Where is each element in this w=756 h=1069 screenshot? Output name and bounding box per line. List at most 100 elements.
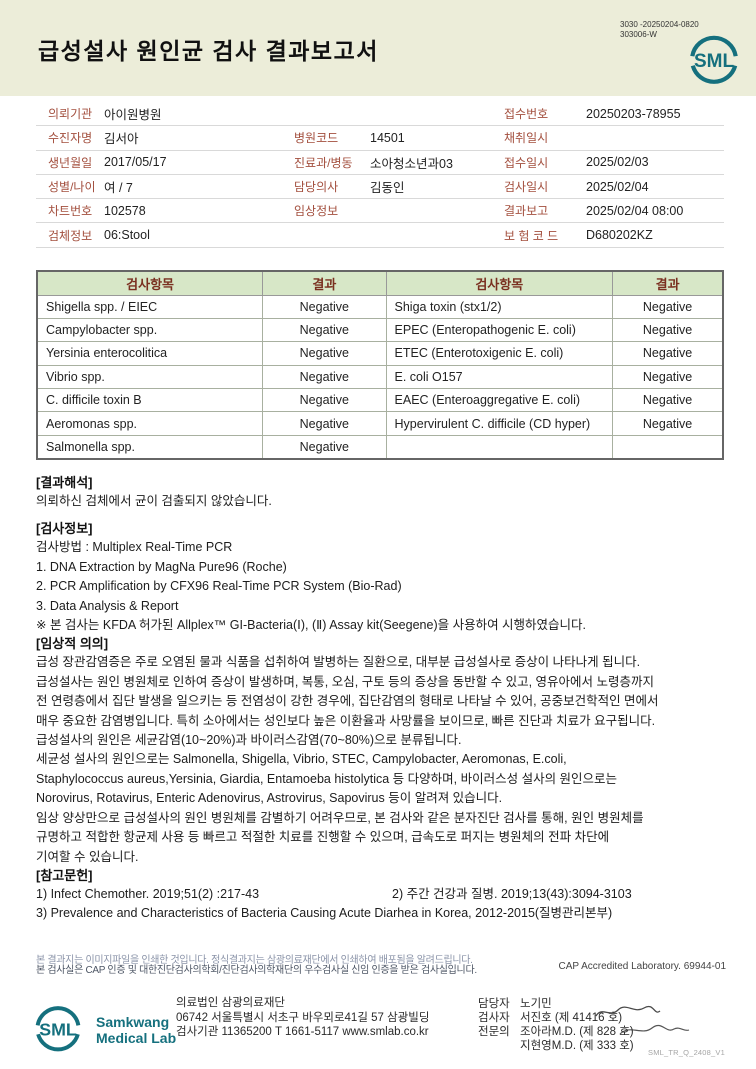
test-item: Shigella spp. / EIEC [36, 294, 264, 319]
result-row: Vibrio spp. Negative E. coli O157 Negative [36, 364, 724, 390]
info-value: 2025/02/04 08:00 [586, 203, 684, 218]
result-row: Campylobacter spp. Negative EPEC (Enteropa… [36, 317, 724, 343]
staff-manager-name: 노기민 [520, 998, 552, 1010]
sml-logo-icon: SML [690, 35, 738, 84]
info-label: 의뢰기관 [48, 107, 93, 122]
test-item: E. coli O157 [385, 364, 614, 390]
info-label: 보 험 코 드 [504, 228, 559, 243]
results-column-header: 결과 [612, 270, 724, 296]
form-code: SML_TR_Q_2408_V1 [648, 1048, 725, 1057]
info-value: 2025/02/03 [586, 155, 649, 170]
text-line: 1. DNA Extraction by MagNa Pure96 (Roche… [36, 559, 287, 574]
sml-footer-logo-icon: SML [35, 1006, 81, 1052]
disclaimer-block: 본 결과지는 이미지파일을 인쇄한 것입니다. 정식결과지는 삼광의료재단에서 … [36, 951, 506, 976]
result-value [612, 434, 724, 460]
patient-info-row: 의뢰기관 아이원병원 접수번호 20250203-78955 [36, 102, 724, 127]
patient-info-row: 수진자명 김서아 병원코드 14501 채취일시 [36, 126, 724, 151]
results-column-header: 결과 [262, 270, 387, 296]
result-value: Negative [262, 434, 387, 460]
info-value: 김서아 [104, 132, 139, 147]
text-line: 전 연령층에서 집단 발생을 일으키는 등 전염성이 강한 경우에, 집단감염의… [36, 694, 659, 709]
results-column-header: 검사항목 [385, 270, 614, 296]
text-line: 급성설사는 원인 병원체로 인하여 증상이 발생하며, 복통, 오심, 구토 등… [36, 674, 654, 689]
test-info-lines: 검사방법 : Multiplex Real-Time PCR 1. DNA Ext… [36, 538, 736, 635]
report-text-sections: [결과해석] 의뢰하신 검체에서 균이 검출되지 않았습니다. [검사정보] 검… [36, 474, 736, 924]
cap-accreditation-text: CAP Accredited Laboratory. 69944-01 [558, 961, 726, 972]
info-value: 14501 [370, 130, 405, 145]
info-label: 생년월일 [48, 155, 93, 170]
result-row: Salmonella spp. Negative [36, 434, 724, 460]
test-item: C. difficile toxin B [36, 388, 264, 413]
info-value: 2025/02/04 [586, 179, 649, 194]
info-label: 임상정보 [294, 204, 339, 219]
result-value: Negative [612, 388, 724, 413]
clinical-heading: [임상적 의의] [36, 636, 109, 652]
staff-specialist-name-1: 조아라M.D. (제 828 호) [520, 1026, 634, 1038]
staff-specialist-label: 전문의 [478, 1026, 510, 1038]
interpretation-heading: [결과해석] [36, 475, 93, 490]
interpretation-text: 의뢰하신 검체에서 균이 검출되지 않았습니다. [36, 494, 272, 508]
test-item: Aeromonas spp. [36, 411, 264, 436]
organization-address: 06742 서울특별시 서초구 바우뫼로41길 57 삼광빌딩 [176, 1011, 430, 1024]
patient-info-row: 생년월일 2017/05/17 진료과/병동 소아청소년과03 접수일시 2025/02/… [36, 151, 724, 175]
results-table-section: 검사항목 결과 검사항목 결과 Shigella spp. / EIEC Negativ… [36, 270, 724, 460]
result-value: Negative [612, 341, 724, 366]
organization-name: 의료법인 삼광의료재단 [176, 997, 285, 1009]
result-value: Negative [262, 388, 387, 413]
organization-agency: 검사기관 11365200 T 1661-5117 www.smlab.co.k… [176, 1026, 429, 1038]
info-value: 소아청소년과03 [370, 156, 453, 171]
sml-footer-logo-text: SML [39, 1020, 77, 1040]
text-line: 2. PCR Amplification by CFX96 Real-Time … [36, 579, 402, 594]
staff-specialist-label-spacer [478, 1039, 520, 1053]
info-value: 아이원병원 [104, 108, 162, 123]
info-label: 검사일시 [504, 180, 549, 195]
info-value: 06:Stool [104, 228, 150, 243]
result-value: Negative [612, 411, 724, 436]
text-line: Norovirus, Rotavirus, Enteric Adenovirus… [36, 791, 503, 806]
report-footer: SML Samkwang Medical Lab 의료법인 삼광의료재단 067… [0, 992, 756, 1069]
result-value: Negative [262, 411, 387, 436]
text-line: 급성설사의 원인은 세균감염(10~20%)과 바이러스감염(70~80%)으로… [36, 733, 462, 748]
results-table-body: Shigella spp. / EIEC Negative Shiga toxin … [36, 294, 724, 460]
report-header: 급성설사 원인균 검사 결과보고서 3030 -20250204-0820 30… [0, 0, 756, 96]
page-title: 급성설사 원인균 검사 결과보고서 [38, 38, 379, 64]
patient-info-table: 의뢰기관 아이원병원 접수번호 20250203-78955 수진자명 김서아 병원코드 14… [36, 102, 724, 248]
test-item: Shiga toxin (stx1/2) [385, 294, 614, 319]
signature-icon [595, 1005, 690, 1035]
text-line: 세균성 설사의 원인으로는 Salmonella, Shigella, Vibr… [36, 752, 567, 767]
info-value: 김동인 [370, 181, 405, 196]
info-label: 검체정보 [48, 228, 93, 243]
document-number-line2: 303006-W [620, 30, 657, 39]
test-info-heading: [검사정보] [36, 521, 93, 537]
result-value: Negative [612, 317, 724, 343]
results-table-header-row: 검사항목 결과 검사항목 결과 [36, 270, 724, 296]
text-line: 3. Data Analysis & Report [36, 598, 179, 613]
info-label: 병원코드 [294, 131, 339, 146]
brand-name: Samkwang Medical Lab [96, 1014, 176, 1046]
test-item: EPEC (Enteropathogenic E. coli) [385, 317, 614, 343]
text-line: 급성 장관감염증은 주로 오염된 물과 식품을 섭취하여 발병하는 질환으로, … [36, 655, 641, 670]
test-item: Campylobacter spp. [36, 317, 264, 343]
text-line: 검사방법 : Multiplex Real-Time PCR [36, 540, 233, 555]
test-item: Vibrio spp. [36, 364, 264, 390]
info-label: 담당의사 [294, 180, 339, 195]
reference-3: 3) Prevalence and Characteristics of Bac… [36, 906, 613, 921]
test-item: Hypervirulent C. difficile (CD hyper) [385, 411, 614, 436]
info-label: 성별/나이 [48, 180, 96, 195]
results-column-header: 검사항목 [36, 270, 264, 296]
staff-manager-row: 담당자 노기민 [478, 997, 634, 1011]
test-item [385, 434, 614, 460]
staff-specialist-row-2: 지현영M.D. (제 333 호) [478, 1039, 634, 1053]
info-label: 접수일시 [504, 155, 549, 170]
result-value: Negative [612, 294, 724, 319]
info-label: 수진자명 [48, 131, 93, 146]
clinical-lines: 급성 장관감염증은 주로 오염된 물과 식품을 섭취하여 발병하는 질환으로, … [36, 653, 736, 866]
info-value: 20250203-78955 [586, 106, 681, 121]
staff-specialist-name-2: 지현영M.D. (제 333 호) [520, 1040, 634, 1052]
staff-examiner-label: 검사자 [478, 1012, 510, 1024]
staff-manager-label: 담당자 [478, 998, 510, 1010]
result-value: Negative [262, 341, 387, 366]
references-heading: [참고문헌] [36, 867, 93, 883]
disclaimer-line-2: 본 검사실은 CAP 인증 및 대한진단검사의학회/진단검사의학재단의 우수검사… [36, 965, 477, 976]
